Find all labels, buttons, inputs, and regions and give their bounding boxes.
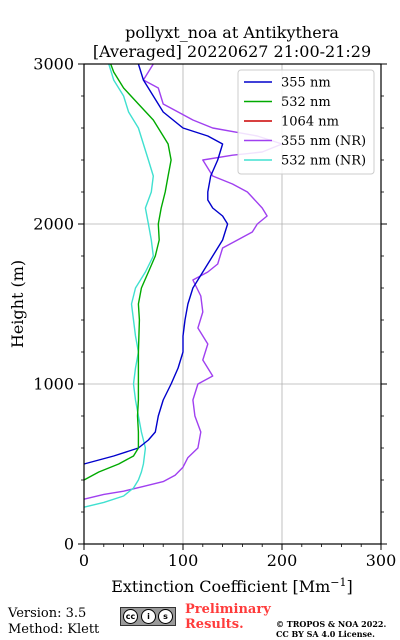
copyright-line-2: CC BY SA 4.0 License. [276,629,375,639]
y-tick-label: 3000 [33,55,74,74]
legend-box [237,69,375,175]
y-tick-label: 0 [64,535,74,554]
x-tick-label: 0 [79,551,89,570]
x-axis-label-suffix: ] [347,577,353,596]
chart-subtitle: [Averaged] 20220627 21:00-21:29 [93,42,371,61]
legend-label: 532 nm (NR) [281,154,366,169]
preliminary-line-1: Preliminary [185,602,271,617]
y-axis-label: Height (m) [8,260,27,348]
cc-license-badge: cc i s [120,607,176,626]
version-label: Version: 3.5 [8,606,87,621]
copyright-notice: © TROPOS & NOA 2022. CC BY SA 4.0 Licens… [276,619,386,639]
legend-label: 532 nm [281,95,331,110]
x-axis-label: Extinction Coefficient [Mm−1] [111,576,353,596]
attribution-icon: i [141,609,156,624]
legend-items: 355 nm 532 nm 1064 nm 355 nm (NR) 532 nm (NR… [244,76,366,169]
x-tick-label: 100 [168,551,199,570]
series-line-532-nm [83,63,172,481]
x-tick-label: 200 [267,551,298,570]
legend-label: 355 nm (NR) [281,134,366,149]
series-line-532-nm-nr [83,63,155,508]
y-tick-label: 1000 [33,375,74,394]
ticks [78,63,387,550]
cc-icon: cc [123,609,138,624]
preliminary-line-2: Results. [185,617,244,632]
y-tick-label: 2000 [33,215,74,234]
method-label: Method: Klett [8,622,100,637]
x-axis-label-superscript: −1 [330,576,346,589]
preliminary-notice: Preliminary Results. [185,602,271,632]
series-line-355-nm [83,63,229,465]
legend: 355 nm 532 nm 1064 nm 355 nm (NR) 532 nm (NR… [237,69,375,175]
x-axis-label-main: Extinction Coefficient [Mm [111,577,330,596]
share-alike-icon: s [158,609,173,624]
plot-frame [83,63,382,545]
legend-label: 355 nm [281,76,331,91]
x-tick-label: 300 [366,551,397,570]
legend-label: 1064 nm [281,115,339,130]
copyright-line-1: © TROPOS & NOA 2022. [276,619,387,629]
chart-title: pollyxt_noa at Antikythera [125,23,339,42]
